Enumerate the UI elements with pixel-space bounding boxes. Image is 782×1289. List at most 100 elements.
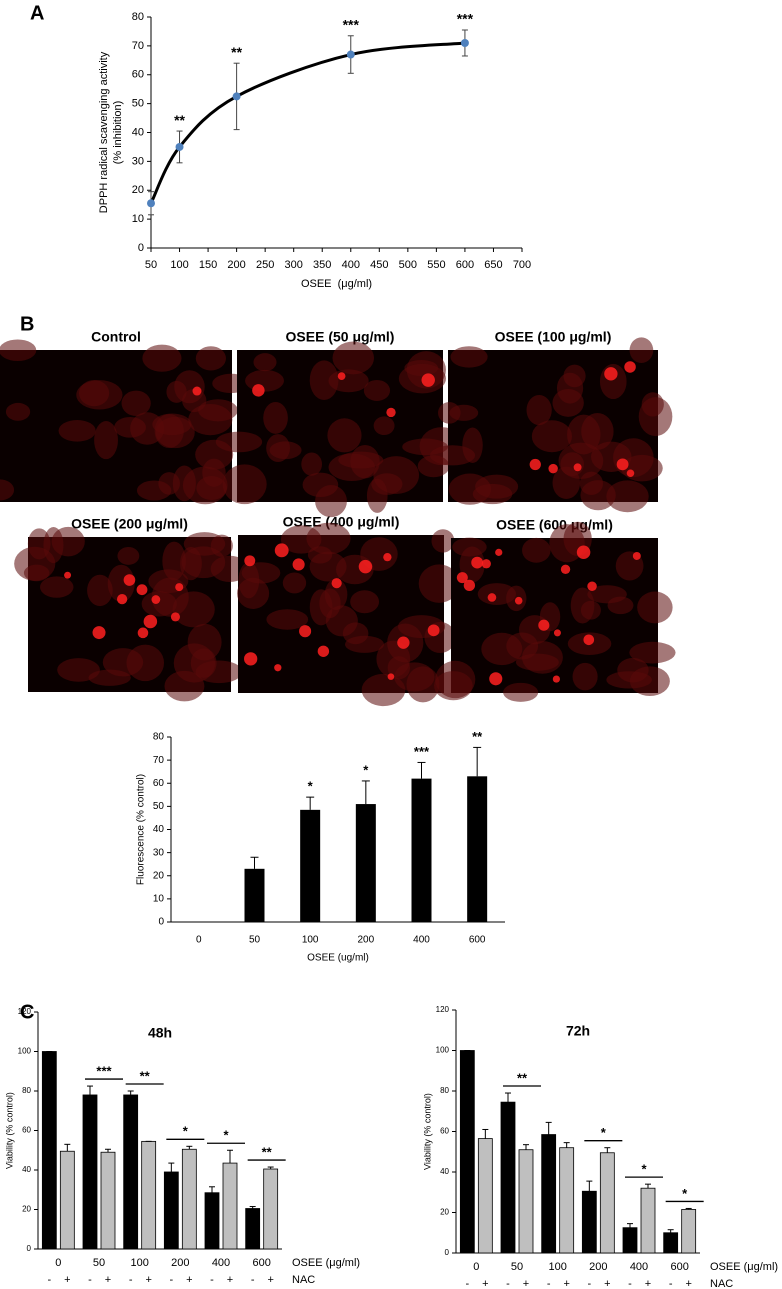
significance: *** bbox=[343, 16, 360, 32]
line bbox=[149, 41, 466, 204]
cell bbox=[263, 401, 288, 434]
y-axis-label: Viability (% control) bbox=[4, 1092, 14, 1169]
y-tick-label: 30 bbox=[153, 847, 165, 858]
nucleus bbox=[538, 619, 550, 631]
significance: * bbox=[641, 1162, 647, 1177]
group-label: - bbox=[169, 1274, 173, 1286]
group-label: + bbox=[186, 1274, 192, 1286]
x-axis-label: OSEE (ug/ml) bbox=[307, 953, 369, 964]
marker bbox=[232, 92, 241, 101]
cell bbox=[222, 464, 267, 505]
x-tick-label: 100 bbox=[130, 1257, 148, 1269]
cell bbox=[198, 399, 238, 422]
y-tick-label: 70 bbox=[153, 755, 165, 766]
y-tick-label: 20 bbox=[153, 870, 165, 881]
cell bbox=[629, 337, 654, 363]
x-axis-label: OSEE (μg/ml) bbox=[301, 278, 372, 290]
x-tick-label: 400 bbox=[342, 259, 360, 271]
significance: * bbox=[363, 762, 369, 777]
group-label: + bbox=[645, 1278, 651, 1289]
cell bbox=[152, 413, 192, 436]
x-tick-label: 200 bbox=[589, 1261, 607, 1273]
cell bbox=[580, 480, 616, 511]
nucleus bbox=[274, 664, 282, 672]
nucleus bbox=[624, 361, 636, 373]
group-label: - bbox=[587, 1278, 591, 1289]
bar bbox=[355, 804, 376, 922]
group-label: + bbox=[227, 1274, 233, 1286]
x-tick-label: 50 bbox=[145, 259, 157, 271]
micrograph bbox=[429, 337, 673, 513]
y-tick-label: 0 bbox=[445, 1248, 450, 1257]
y-tick-label: 80 bbox=[153, 732, 165, 743]
significance: *** bbox=[414, 744, 430, 759]
x-tick-label: 600 bbox=[456, 259, 474, 271]
cell bbox=[363, 379, 391, 401]
marker bbox=[346, 50, 355, 59]
bar bbox=[204, 1192, 220, 1250]
x-tick-label: 100 bbox=[548, 1261, 566, 1273]
group-axis-label: NAC bbox=[292, 1274, 315, 1286]
x-tick-label: 650 bbox=[484, 259, 502, 271]
cell bbox=[431, 529, 455, 553]
nucleus bbox=[192, 386, 202, 396]
bar bbox=[41, 1051, 57, 1250]
bar bbox=[244, 868, 265, 922]
cell bbox=[434, 671, 473, 701]
group-label: - bbox=[506, 1278, 510, 1289]
nucleus bbox=[397, 636, 410, 649]
significance: *** bbox=[96, 1064, 112, 1079]
bar bbox=[300, 809, 321, 922]
cell bbox=[572, 662, 598, 691]
y-tick-label: 40 bbox=[153, 824, 165, 835]
group-label: - bbox=[129, 1274, 133, 1286]
x-tick-label: 50 bbox=[93, 1257, 105, 1269]
x-tick-label: 450 bbox=[370, 259, 388, 271]
nucleus bbox=[632, 551, 641, 560]
significance: *** bbox=[457, 11, 474, 27]
y-tick-label: 20 bbox=[440, 1208, 449, 1217]
nucleus bbox=[529, 458, 541, 471]
nucleus bbox=[481, 559, 491, 569]
y-tick-label: 60 bbox=[22, 1126, 31, 1135]
x-tick-label: 550 bbox=[427, 259, 445, 271]
cell bbox=[549, 524, 585, 563]
x-tick-label: 700 bbox=[513, 259, 531, 271]
nucleus bbox=[244, 652, 258, 666]
y-tick-label: 10 bbox=[153, 894, 165, 905]
cell bbox=[366, 478, 388, 513]
cell bbox=[253, 353, 277, 372]
group-label: + bbox=[145, 1274, 151, 1286]
y-tick-label: 0 bbox=[158, 917, 164, 928]
cell bbox=[141, 591, 177, 617]
panel-label: C bbox=[20, 1001, 34, 1023]
nucleus bbox=[143, 614, 158, 629]
group-label: - bbox=[251, 1274, 255, 1286]
nucleus bbox=[252, 384, 265, 397]
cell bbox=[560, 452, 585, 477]
nucleus bbox=[387, 673, 395, 680]
significance: * bbox=[308, 779, 314, 794]
bar bbox=[181, 1148, 197, 1250]
y-tick-label: 80 bbox=[22, 1086, 31, 1095]
y-tick-label: 60 bbox=[440, 1127, 449, 1136]
significance: * bbox=[682, 1186, 688, 1201]
cell bbox=[107, 564, 135, 602]
nucleus bbox=[331, 578, 342, 589]
bar bbox=[82, 1094, 98, 1250]
micrograph bbox=[14, 526, 249, 702]
nucleus bbox=[604, 367, 618, 381]
cell bbox=[241, 562, 281, 584]
cell bbox=[462, 427, 483, 463]
cell bbox=[301, 452, 323, 476]
x-tick-label: 200 bbox=[227, 259, 245, 271]
nucleus bbox=[337, 372, 346, 380]
cell bbox=[87, 574, 113, 607]
cell bbox=[526, 394, 552, 426]
significance: ** bbox=[174, 112, 185, 128]
x-tick-label: 0 bbox=[55, 1257, 61, 1269]
nucleus bbox=[292, 558, 305, 571]
cell bbox=[94, 421, 118, 460]
bar bbox=[640, 1187, 656, 1254]
group-label: + bbox=[563, 1278, 569, 1289]
